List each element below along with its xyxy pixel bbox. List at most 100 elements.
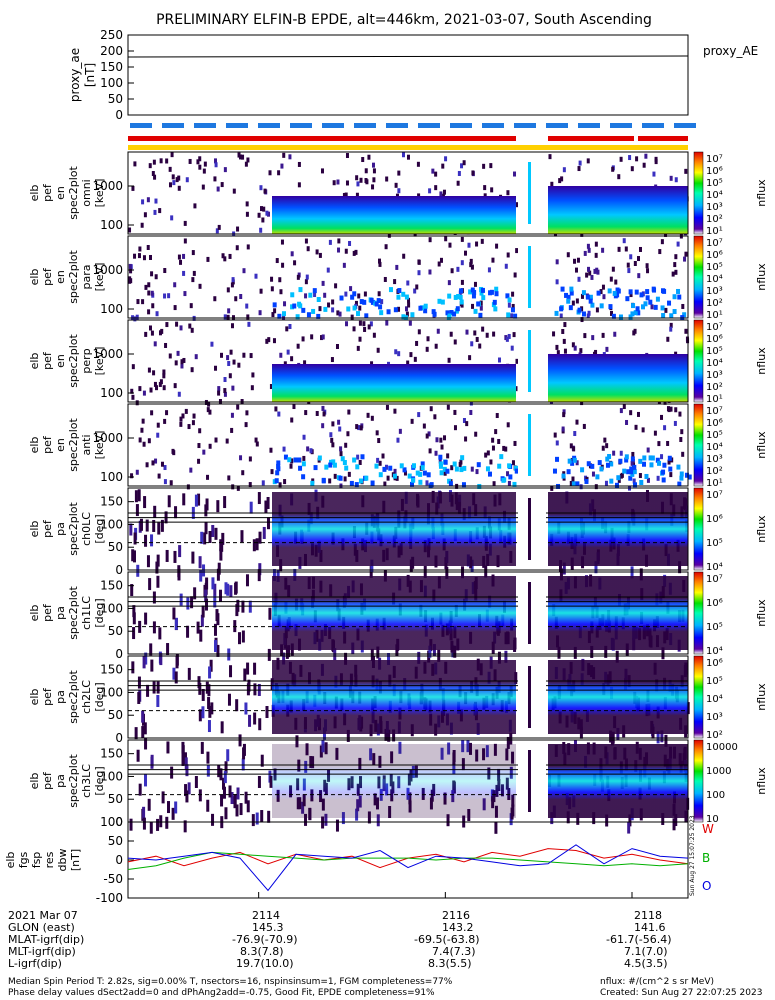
fgm-coverage-bar — [130, 123, 696, 128]
fgs-yticks: 100 50 0 -50 -100 elb fgs fsp res dbw [nT] — [4, 815, 134, 905]
speckle — [376, 646, 380, 659]
speckle — [142, 255, 146, 261]
speckle — [244, 791, 248, 804]
speckle — [149, 387, 153, 393]
speckle — [385, 176, 389, 182]
speckle — [318, 252, 322, 258]
ytick-label: 0 — [115, 731, 123, 745]
gap-stripe — [528, 666, 531, 728]
speckle — [370, 648, 374, 661]
speckle — [513, 272, 517, 278]
speckle — [231, 277, 235, 283]
speckle — [355, 192, 359, 198]
ylabel-line: pa — [54, 522, 67, 536]
speckle — [573, 258, 577, 264]
flux-speck — [422, 470, 427, 476]
speckle — [344, 248, 348, 254]
pa-band — [272, 660, 516, 734]
coverage-segment — [578, 123, 600, 128]
speckle — [681, 451, 685, 457]
ylabel-line: elb — [28, 269, 41, 286]
speckle — [273, 308, 277, 314]
speckle — [287, 645, 291, 658]
speckle — [590, 645, 594, 658]
colorbar-tick-label: 10² — [706, 730, 723, 741]
ylabel-line: [keV] — [93, 431, 106, 460]
speckle — [302, 434, 306, 440]
colorbar-tick-label: 10⁵ — [706, 346, 723, 357]
colorbar-title: nflux — [755, 683, 768, 711]
speckle — [167, 293, 171, 299]
speckle — [168, 182, 172, 188]
flux-speck — [612, 290, 617, 296]
flux-speck — [577, 307, 582, 313]
speckle — [336, 310, 340, 316]
speckle — [142, 441, 146, 447]
ytick-label: 0 — [115, 815, 123, 829]
speckle — [434, 171, 438, 177]
speckle — [671, 271, 675, 277]
speckle — [261, 480, 265, 486]
speckle — [436, 328, 440, 334]
speckle — [460, 163, 464, 169]
speckle — [563, 322, 567, 328]
flux-speck — [324, 464, 329, 470]
speckle — [456, 180, 460, 186]
speckle — [224, 761, 228, 774]
coverage-segment — [418, 123, 440, 128]
speckle — [132, 605, 136, 618]
speckle — [222, 777, 226, 790]
ytick-label: 50 — [108, 708, 123, 722]
flux-speck — [655, 296, 660, 302]
fgs-ytick-label: -100 — [96, 891, 123, 905]
flux-speck — [396, 294, 401, 300]
flux-speck — [660, 305, 665, 311]
info-value: -61.7(-56.4) — [606, 933, 672, 946]
colorbar-title: nflux — [755, 599, 768, 627]
speckle — [656, 475, 660, 481]
speckle — [217, 386, 221, 392]
flux-speck — [669, 313, 674, 319]
speckle — [661, 812, 665, 825]
speckle — [460, 260, 464, 266]
speckle — [216, 500, 220, 513]
speckle — [428, 188, 432, 194]
speckle — [138, 246, 142, 252]
colorbar-tick-label: 10⁶ — [706, 166, 723, 177]
speckle — [333, 473, 337, 479]
speckle — [198, 164, 202, 170]
colorbar-tick-label: 10⁷ — [706, 490, 723, 501]
speckle — [633, 328, 637, 334]
speckle — [479, 300, 483, 306]
flux-speck — [277, 313, 282, 319]
speckle — [321, 334, 325, 340]
speckle — [141, 199, 145, 205]
speckle — [232, 188, 236, 194]
flux-speck — [597, 460, 602, 466]
speckle — [509, 732, 513, 745]
speckle — [571, 342, 575, 348]
panel-frame — [127, 403, 689, 487]
flux-speck — [581, 290, 586, 296]
speckle — [196, 621, 200, 634]
flux-speck — [332, 462, 337, 468]
ytick-label: 100 — [100, 601, 123, 615]
colorbar — [693, 487, 704, 571]
speckle — [151, 303, 155, 309]
speckle — [210, 341, 214, 347]
speckle — [344, 442, 348, 448]
colorbar-tick-label: 10⁶ — [706, 658, 723, 669]
colorbar-tick-label: 10⁷ — [706, 574, 723, 585]
speckle — [475, 336, 479, 342]
ylabel-line: pa — [54, 774, 67, 788]
colorbar-tick-label: 10⁷ — [706, 322, 723, 333]
speckle — [278, 482, 282, 488]
speckle — [491, 257, 495, 263]
speckle — [657, 441, 661, 447]
speckle — [147, 282, 151, 288]
flux-speck — [438, 461, 443, 467]
speckle — [198, 283, 202, 289]
speckle — [138, 620, 142, 633]
flux-speck — [506, 312, 511, 318]
speckle — [364, 178, 368, 184]
